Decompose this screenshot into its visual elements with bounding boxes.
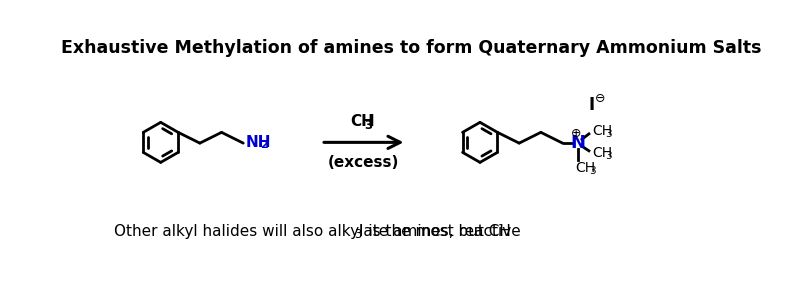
Text: (excess): (excess) xyxy=(328,155,399,170)
Text: 2: 2 xyxy=(261,141,268,150)
Text: I: I xyxy=(589,96,595,114)
Text: 3: 3 xyxy=(606,129,612,139)
Text: CH: CH xyxy=(350,114,374,129)
Text: 3: 3 xyxy=(606,151,612,161)
Text: 3: 3 xyxy=(364,119,372,132)
Text: CH: CH xyxy=(592,124,612,138)
Text: CH: CH xyxy=(576,161,596,175)
Text: Exhaustive Methylation of amines to form Quaternary Ammonium Salts: Exhaustive Methylation of amines to form… xyxy=(61,39,761,57)
Text: I is the most reactive: I is the most reactive xyxy=(359,224,520,239)
Text: I: I xyxy=(368,114,374,129)
Text: CH: CH xyxy=(592,146,612,160)
Text: Other alkyl halides will also alkylate amines, but CH: Other alkyl halides will also alkylate a… xyxy=(114,224,511,239)
Text: NH: NH xyxy=(245,135,271,150)
Text: ⊕: ⊕ xyxy=(571,127,581,140)
Text: ⊖: ⊖ xyxy=(595,92,606,105)
Text: 3: 3 xyxy=(354,228,362,241)
Text: N: N xyxy=(570,134,585,152)
Text: 3: 3 xyxy=(589,166,596,176)
